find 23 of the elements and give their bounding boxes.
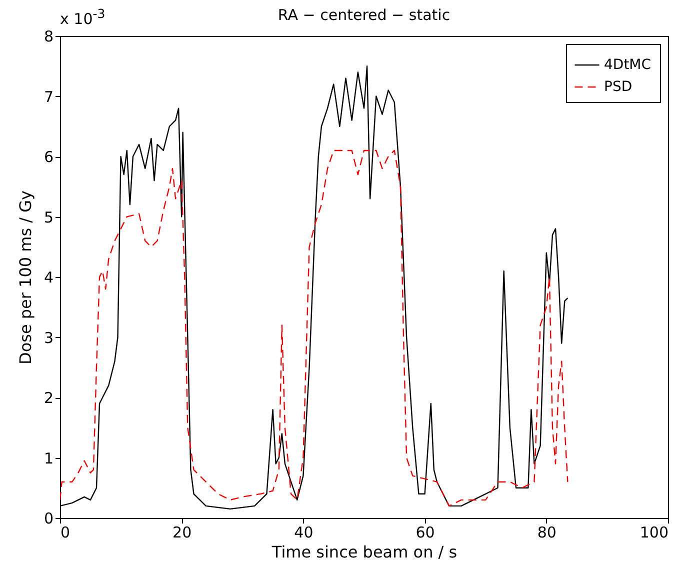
x-tick-label: 100 (640, 524, 668, 542)
y-tick-label: 4 (44, 268, 54, 286)
y-tick-label: 3 (44, 328, 54, 347)
y-axis-title: Dose per 100 ms / Gy (16, 190, 35, 365)
y-tick-label: 6 (44, 148, 54, 166)
x-axis-title: Time since beam on / s (270, 542, 458, 562)
y-tick-label: 1 (44, 449, 54, 468)
legend-label: 4DtMC (604, 57, 652, 73)
y-tick-label: 0 (44, 510, 54, 528)
x-tick-label: 80 (537, 524, 556, 542)
text: x 10$^{-3}$ (60, 6, 106, 28)
line-series (60, 150, 568, 507)
x-tick-label: 0 (60, 524, 70, 542)
y-tick-label: 8 (44, 28, 54, 46)
y-tick-label: 5 (44, 208, 54, 226)
y-tick-label: 2 (44, 389, 54, 407)
chart-title: RA − centered − static (278, 6, 450, 24)
x-tick-label: 60 (416, 524, 435, 542)
y-tick-label: 7 (44, 88, 54, 106)
line-series (60, 66, 568, 510)
x-tick-label: 40 (294, 524, 314, 542)
x-tick-label: 20 (172, 524, 192, 542)
legend-label: PSD (604, 79, 632, 95)
